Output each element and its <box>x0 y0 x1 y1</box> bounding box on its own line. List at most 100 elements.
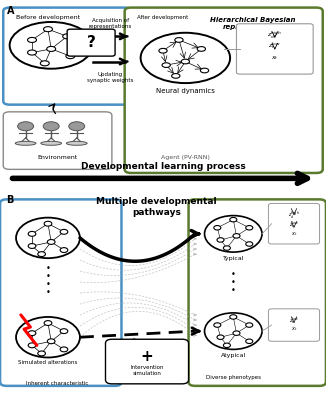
FancyBboxPatch shape <box>67 29 115 56</box>
Circle shape <box>233 331 240 335</box>
Ellipse shape <box>67 141 87 145</box>
Circle shape <box>66 54 75 59</box>
Text: Before development: Before development <box>16 15 80 20</box>
Text: $x_t$: $x_t$ <box>271 54 279 62</box>
Circle shape <box>47 46 56 52</box>
FancyBboxPatch shape <box>3 112 112 169</box>
Text: Atypical: Atypical <box>221 354 246 358</box>
Circle shape <box>175 38 183 42</box>
Circle shape <box>44 320 52 326</box>
Circle shape <box>47 339 55 344</box>
Text: •: • <box>46 280 51 289</box>
Text: •: • <box>46 272 51 281</box>
Circle shape <box>230 315 237 319</box>
Circle shape <box>28 232 36 236</box>
Circle shape <box>27 50 37 55</box>
FancyBboxPatch shape <box>125 8 323 173</box>
Circle shape <box>43 122 59 131</box>
Text: •: • <box>231 270 236 279</box>
Circle shape <box>69 122 85 131</box>
Text: Agent (PV-RNN): Agent (PV-RNN) <box>161 155 210 160</box>
Circle shape <box>27 38 37 42</box>
Text: +: + <box>141 349 154 364</box>
Circle shape <box>60 229 68 234</box>
Circle shape <box>246 242 253 246</box>
FancyBboxPatch shape <box>268 204 319 244</box>
Text: Intervention
simulation: Intervention simulation <box>130 365 164 376</box>
Ellipse shape <box>41 141 62 145</box>
Text: Inherent characteristic: Inherent characteristic <box>26 381 89 386</box>
Circle shape <box>200 68 209 73</box>
FancyBboxPatch shape <box>106 339 188 384</box>
Text: $x_t$: $x_t$ <box>291 325 297 333</box>
Circle shape <box>159 48 167 53</box>
Text: Developmental learning process: Developmental learning process <box>81 162 245 171</box>
Circle shape <box>223 343 230 348</box>
Ellipse shape <box>15 141 36 145</box>
Text: $z_t^{low}$: $z_t^{low}$ <box>268 40 281 51</box>
Circle shape <box>233 234 240 238</box>
Circle shape <box>204 216 262 252</box>
Circle shape <box>16 317 80 358</box>
Circle shape <box>60 329 68 334</box>
Circle shape <box>38 351 45 356</box>
Text: Simulated alterations: Simulated alterations <box>18 360 78 364</box>
Text: Environment: Environment <box>37 155 78 160</box>
Circle shape <box>28 343 36 348</box>
Circle shape <box>204 313 262 349</box>
Circle shape <box>63 34 72 39</box>
Circle shape <box>246 323 253 327</box>
FancyBboxPatch shape <box>188 199 326 386</box>
Text: ?: ? <box>87 35 96 50</box>
Circle shape <box>162 63 170 68</box>
Text: Neural dynamics: Neural dynamics <box>156 88 215 94</box>
Circle shape <box>28 244 36 248</box>
Text: After development: After development <box>138 15 189 20</box>
Circle shape <box>214 323 221 327</box>
Circle shape <box>44 221 52 226</box>
Circle shape <box>60 347 68 352</box>
Circle shape <box>217 335 224 340</box>
Text: $z_t^{low}$: $z_t^{low}$ <box>289 315 299 326</box>
Text: Multiple developmental
pathways: Multiple developmental pathways <box>96 197 217 217</box>
Text: $z_d^{high}$: $z_d^{high}$ <box>288 210 300 221</box>
Text: Diverse phenotypes: Diverse phenotypes <box>206 375 261 380</box>
Text: $x_t$: $x_t$ <box>291 230 297 238</box>
Circle shape <box>230 218 237 222</box>
Circle shape <box>181 59 189 64</box>
Text: Hierarchical Bayesian
representation: Hierarchical Bayesian representation <box>210 16 295 30</box>
Text: Acquisition of
representations: Acquisition of representations <box>89 18 132 29</box>
FancyBboxPatch shape <box>0 199 122 386</box>
Circle shape <box>246 339 253 344</box>
Text: Updating
synaptic weights: Updating synaptic weights <box>87 72 133 83</box>
Circle shape <box>171 74 180 78</box>
Circle shape <box>246 226 253 230</box>
Text: B: B <box>7 195 14 205</box>
Circle shape <box>60 248 68 252</box>
Circle shape <box>217 238 224 242</box>
Text: Environment: Environment <box>129 379 165 384</box>
Circle shape <box>18 122 34 131</box>
Circle shape <box>214 226 221 230</box>
Circle shape <box>40 61 49 66</box>
Text: $z_d^{high}$: $z_d^{high}$ <box>267 29 282 41</box>
Circle shape <box>43 27 52 32</box>
FancyBboxPatch shape <box>236 24 313 74</box>
Circle shape <box>16 218 80 258</box>
Text: Typical: Typical <box>223 256 244 261</box>
Circle shape <box>38 252 45 256</box>
Circle shape <box>223 246 230 250</box>
Text: •: • <box>46 264 51 273</box>
Text: •: • <box>46 288 51 297</box>
Text: A: A <box>7 6 14 16</box>
Circle shape <box>197 46 205 51</box>
Text: •: • <box>231 286 236 295</box>
Text: •: • <box>231 278 236 287</box>
Circle shape <box>141 33 230 83</box>
Circle shape <box>28 331 36 336</box>
FancyBboxPatch shape <box>268 309 319 341</box>
FancyBboxPatch shape <box>3 8 131 105</box>
Circle shape <box>10 22 93 69</box>
Text: $z_t^{low}$: $z_t^{low}$ <box>289 220 299 230</box>
Circle shape <box>47 240 55 244</box>
